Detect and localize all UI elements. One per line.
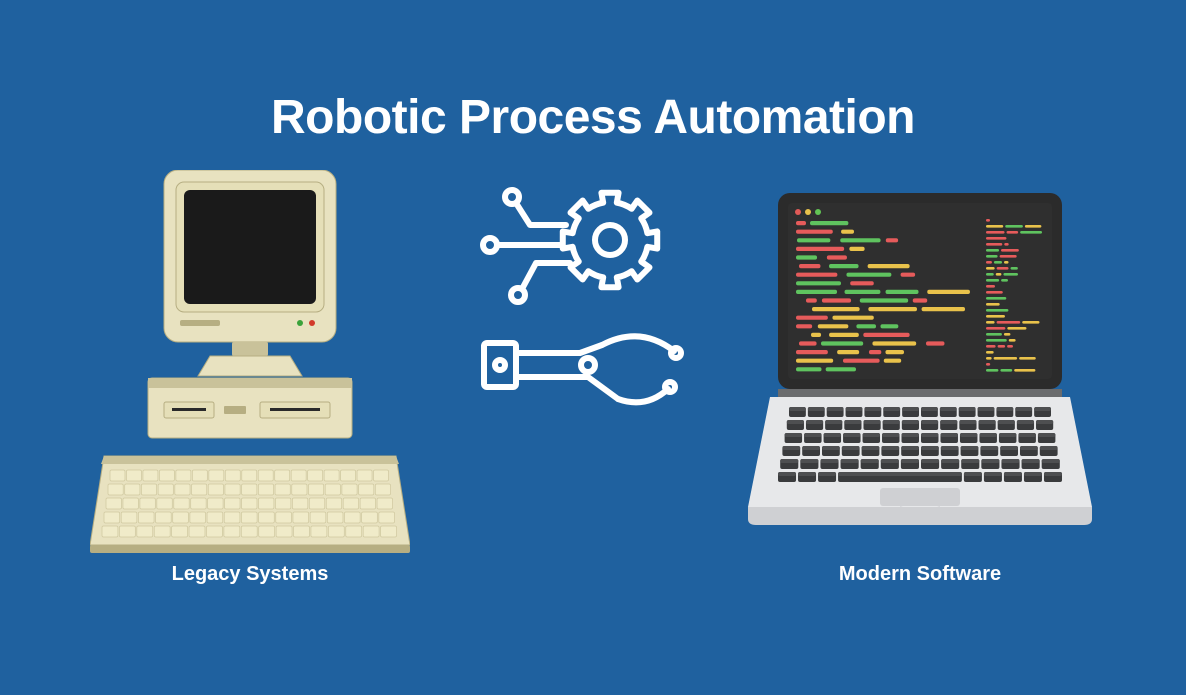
robot-gear-icon	[470, 185, 690, 435]
infographic-canvas: Robotic Process Automation Legacy System…	[0, 0, 1186, 695]
legacy-computer-icon	[90, 170, 410, 555]
modern-laptop-illustration	[740, 185, 1100, 545]
page-title: Robotic Process Automation	[0, 90, 1186, 145]
laptop-icon	[740, 185, 1100, 545]
modern-label: Modern Software	[750, 563, 1090, 586]
legacy-computer-illustration	[90, 170, 410, 555]
automation-icons	[470, 185, 690, 435]
legacy-label: Legacy Systems	[90, 563, 410, 586]
